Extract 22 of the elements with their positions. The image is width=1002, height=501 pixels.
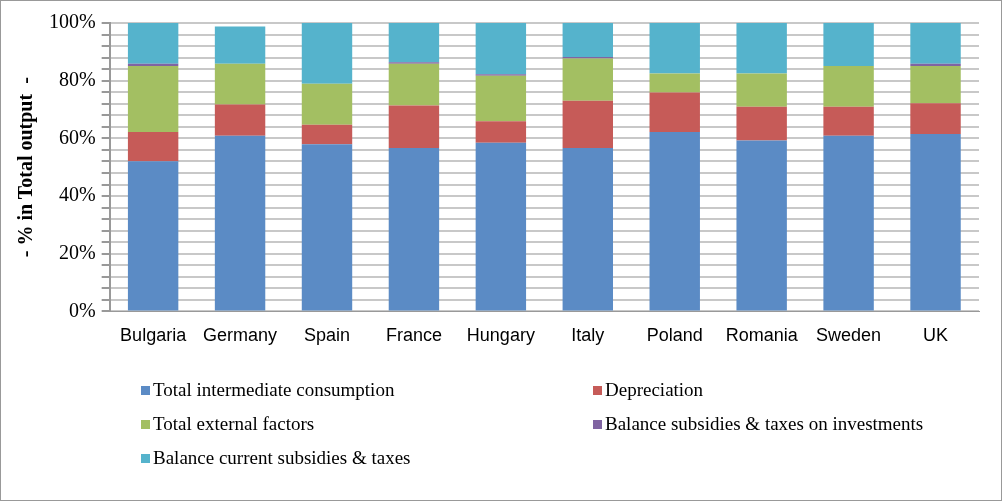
legend-label: Depreciation: [605, 379, 704, 401]
legend-label: Balance subsidies & taxes on investments: [605, 413, 924, 435]
y-tick-label: 60%: [58, 125, 96, 148]
x-tick-label: Romania: [725, 325, 799, 346]
x-tick-label: Italy: [571, 325, 605, 346]
x-tick-label: Hungary: [466, 325, 535, 346]
legend-label: Total intermediate consumption: [153, 379, 395, 401]
y-tick-label: 0%: [68, 298, 96, 321]
x-tick-label: Germany: [203, 325, 278, 346]
legend-label: Total external factors: [153, 413, 315, 435]
x-tick-label: Spain: [303, 325, 351, 346]
legend-label: Balance current subsidies & taxes: [153, 447, 411, 469]
x-tick-label: Poland: [646, 325, 703, 346]
x-tick-label: Sweden: [816, 325, 882, 346]
x-tick-label: Bulgaria: [120, 325, 188, 346]
x-tick-label: UK: [923, 325, 949, 346]
y-tick-label: 80%: [58, 67, 96, 90]
y-tick-label: 100%: [48, 10, 96, 33]
y-tick-label: 40%: [58, 183, 96, 206]
y-axis-title: - % in Total output -: [14, 77, 38, 258]
y-tick-label: 20%: [58, 240, 96, 263]
x-tick-label: France: [385, 325, 442, 346]
